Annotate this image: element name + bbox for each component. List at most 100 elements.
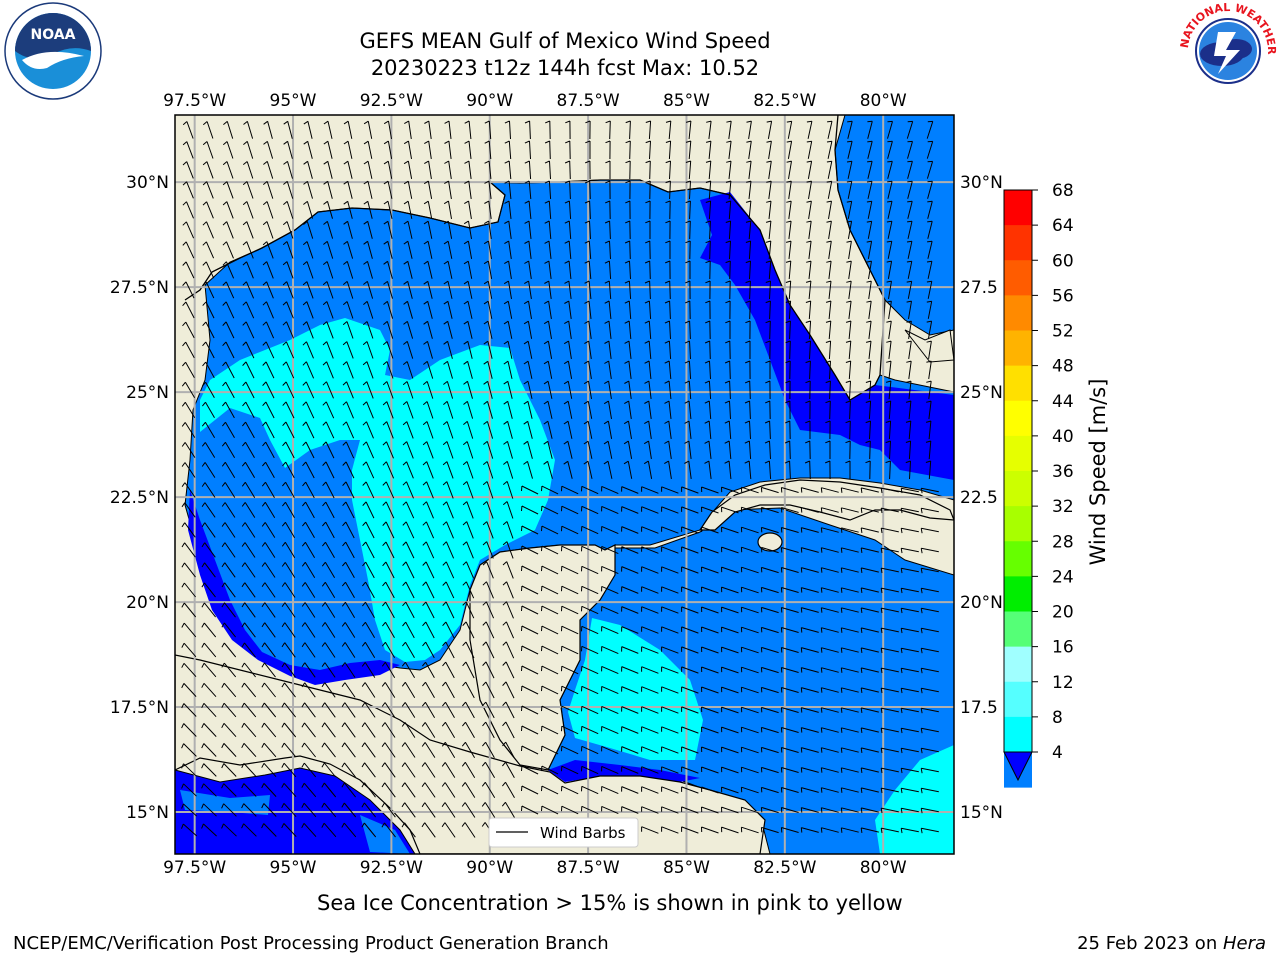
colorbar-segment (1004, 400, 1032, 437)
wind-barb (442, 681, 455, 699)
wind-barb (282, 461, 295, 479)
wind-barb (241, 783, 257, 797)
colorbar-tick-label: 64 (1052, 216, 1074, 236)
wind-barb (601, 505, 619, 515)
wind-barb (760, 786, 779, 794)
wind-barb (181, 582, 196, 598)
wind-barb (745, 240, 752, 260)
moderate-wind-region-southeast (875, 745, 954, 854)
wind-barb (463, 260, 473, 279)
wind-barb (342, 381, 354, 399)
wind-barb (221, 622, 236, 638)
lat-label-left: 15°N (126, 803, 169, 823)
wind-barb (645, 200, 651, 220)
wind-barb (886, 340, 892, 359)
wind-barb (464, 120, 472, 140)
wind-barb (362, 401, 374, 419)
wind-barb (202, 401, 215, 419)
wind-barb (725, 300, 731, 320)
wind-barb (726, 160, 732, 179)
wind-barb (740, 766, 759, 774)
wind-barb (885, 440, 891, 460)
wind-barb (927, 180, 933, 199)
wind-barb (221, 441, 236, 458)
wind-barb (504, 180, 512, 200)
wind-barb (641, 766, 659, 774)
wind-barb (887, 160, 893, 179)
wind-barb (362, 361, 374, 379)
map-gridlines (175, 115, 954, 854)
wind-barb (601, 565, 619, 575)
wind-barb (282, 241, 294, 259)
wind-barb (926, 140, 934, 159)
wind-barb (780, 567, 799, 573)
wind-barb (765, 320, 771, 340)
wind-barb (601, 705, 619, 715)
wind-barb (740, 726, 759, 734)
wind-barb (322, 281, 334, 299)
wind-barb (181, 562, 196, 578)
wind-barb (865, 340, 872, 359)
wind-barb (242, 321, 255, 339)
wind-barb (905, 400, 912, 420)
wind-barb (721, 486, 739, 494)
wind-barb (681, 766, 699, 774)
wind-barb (745, 320, 751, 340)
wind-barb (765, 400, 771, 420)
wind-barb (685, 140, 692, 160)
wind-barb (321, 682, 336, 698)
wind-barb (363, 240, 373, 259)
wind-barb (705, 140, 712, 159)
wind-barb (361, 822, 377, 838)
wind-barb (262, 461, 275, 479)
wind-barb (745, 280, 751, 300)
wind-barb (363, 220, 373, 239)
wind-barb (760, 766, 779, 774)
wind-barb (382, 361, 394, 379)
wind-barb (402, 621, 415, 639)
wind-barb (765, 280, 771, 300)
wind-barb (202, 321, 215, 339)
wind-barb (665, 180, 671, 200)
wind-barb (443, 340, 453, 359)
wind-barb (926, 340, 932, 359)
wind-barb (845, 460, 851, 479)
wind-barb (363, 301, 374, 319)
wind-barb (484, 200, 492, 219)
wind-barb (443, 240, 453, 259)
wind-barb (541, 665, 559, 675)
wind-barb (321, 702, 336, 718)
wind-barb (281, 622, 296, 638)
wind-barb (725, 280, 731, 300)
wind-barb (281, 722, 297, 738)
wind-barb (362, 601, 375, 619)
wind-barb (524, 220, 532, 239)
wind-barb (322, 361, 334, 379)
wind-barb (222, 161, 234, 179)
wind-barb (462, 661, 475, 679)
wind-barb (765, 240, 772, 260)
wind-barb (362, 321, 374, 339)
wind-barb (544, 300, 552, 319)
wind-barb (343, 140, 353, 159)
wind-barb (840, 727, 859, 733)
wind-barb (623, 440, 633, 459)
wind-barb (701, 606, 719, 614)
wind-barb (681, 826, 699, 834)
wind-barb (261, 662, 276, 678)
wind-barb (283, 161, 293, 179)
wind-barb (685, 180, 691, 200)
wind-barb (464, 140, 472, 159)
wind-barb (786, 120, 793, 139)
wind-barb (382, 481, 395, 499)
wind-barb (561, 585, 579, 595)
wind-barb (701, 826, 719, 834)
wind-barb (563, 360, 573, 379)
wind-barb (341, 622, 356, 638)
wind-barb (301, 622, 316, 638)
wind-barb (242, 221, 254, 239)
wind-barb (222, 221, 234, 239)
wind-barb (880, 687, 899, 694)
wind-barb (502, 581, 514, 599)
